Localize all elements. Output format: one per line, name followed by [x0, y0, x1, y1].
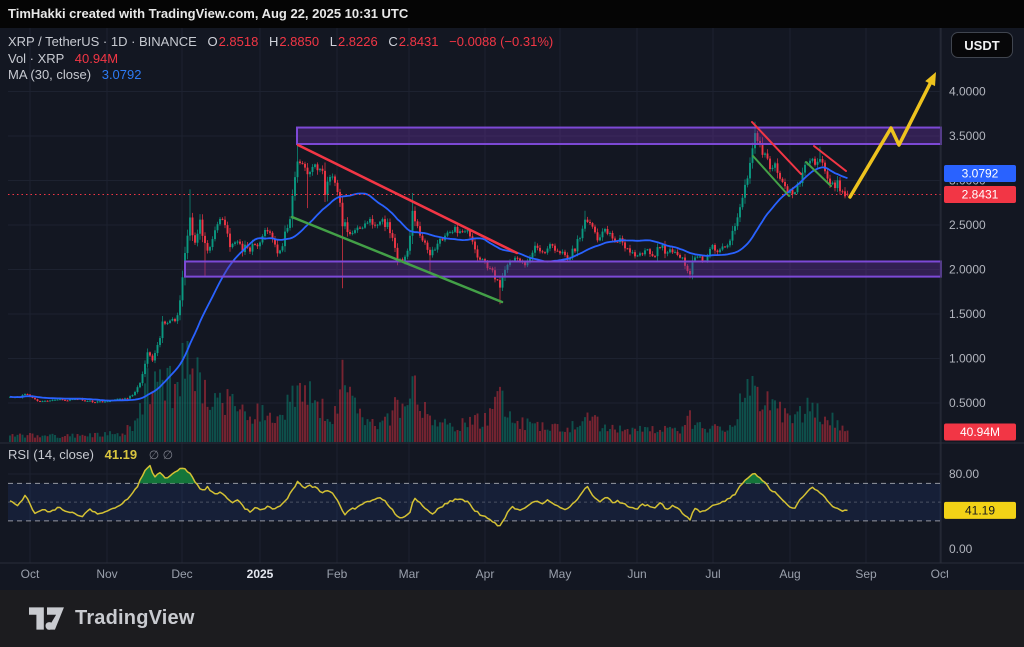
svg-text:3.0792: 3.0792 — [962, 166, 999, 180]
svg-text:Feb: Feb — [327, 567, 348, 581]
volume-label: Vol · XRP — [8, 50, 65, 66]
rsi-value: 41.19 — [104, 447, 138, 462]
svg-text:May: May — [549, 567, 572, 581]
svg-text:3.5000: 3.5000 — [949, 129, 986, 143]
svg-text:Jul: Jul — [705, 567, 720, 581]
svg-text:40.94M: 40.94M — [960, 425, 1000, 439]
svg-text:Mar: Mar — [399, 567, 420, 581]
svg-text:80.00: 80.00 — [949, 467, 979, 481]
svg-text:0.00: 0.00 — [949, 542, 973, 556]
svg-text:4.0000: 4.0000 — [949, 85, 986, 99]
ma-label: MA (30, close) — [8, 67, 92, 82]
svg-text:2.0000: 2.0000 — [949, 263, 986, 277]
open-label: O — [207, 34, 218, 49]
chart-area: 4.00003.50003.00002.50002.00001.50001.00… — [0, 28, 1024, 590]
svg-text:Oct: Oct — [21, 567, 40, 581]
svg-text:Apr: Apr — [476, 567, 495, 581]
tradingview-logo-icon[interactable] — [29, 606, 65, 631]
svg-text:Dec: Dec — [171, 567, 192, 581]
high-value: 2.8850 — [279, 34, 320, 49]
svg-text:41.19: 41.19 — [965, 503, 995, 517]
footer-brand-bar: TradingView — [0, 590, 1024, 647]
svg-text:Nov: Nov — [96, 567, 117, 581]
svg-text:1.0000: 1.0000 — [949, 352, 986, 366]
rsi-legend[interactable]: RSI (14, close) 41.19 ∅ ∅ — [8, 447, 173, 464]
brand-name[interactable]: TradingView — [75, 607, 195, 629]
ma-value: 3.0792 — [101, 67, 142, 82]
change-value: −0.0088 (−0.31%) — [449, 34, 554, 49]
svg-text:Jun: Jun — [627, 567, 646, 581]
svg-text:Aug: Aug — [779, 567, 800, 581]
rsi-hidden-series: ∅ ∅ — [148, 448, 174, 462]
low-label: L — [329, 34, 337, 49]
chart-canvas[interactable]: 4.00003.50003.00002.50002.00001.50001.00… — [0, 28, 1024, 590]
attribution-bar: TimHakki created with TradingView.com, A… — [0, 0, 1024, 28]
high-label: H — [268, 34, 279, 49]
symbol-title[interactable]: XRP / TetherUS · 1D · BINANCE — [8, 34, 197, 49]
svg-text:1.5000: 1.5000 — [949, 307, 986, 321]
svg-text:Sep: Sep — [855, 567, 877, 581]
svg-text:2025: 2025 — [247, 567, 274, 581]
symbol-legend: XRP / TetherUS · 1D · BINANCE O2.8518 H2… — [8, 34, 553, 84]
low-value: 2.8226 — [337, 34, 378, 49]
currency-button[interactable]: USDT — [951, 32, 1013, 58]
volume-row[interactable]: Vol · XRP 40.94M — [8, 51, 553, 68]
svg-text:2.8431: 2.8431 — [962, 187, 999, 201]
ohlc-row[interactable]: XRP / TetherUS · 1D · BINANCE O2.8518 H2… — [8, 34, 553, 51]
ma-row[interactable]: MA (30, close) 3.0792 — [8, 67, 553, 84]
open-value: 2.8518 — [218, 34, 259, 49]
volume-value: 40.94M — [74, 50, 119, 66]
rsi-label: RSI (14, close) — [8, 447, 94, 462]
close-value: 2.8431 — [398, 34, 439, 49]
svg-text:2.5000: 2.5000 — [949, 218, 986, 232]
svg-text:Oct: Oct — [931, 567, 950, 581]
svg-text:0.5000: 0.5000 — [949, 396, 986, 410]
attribution-text: TimHakki created with TradingView.com, A… — [8, 6, 409, 21]
close-label: C — [388, 34, 398, 49]
